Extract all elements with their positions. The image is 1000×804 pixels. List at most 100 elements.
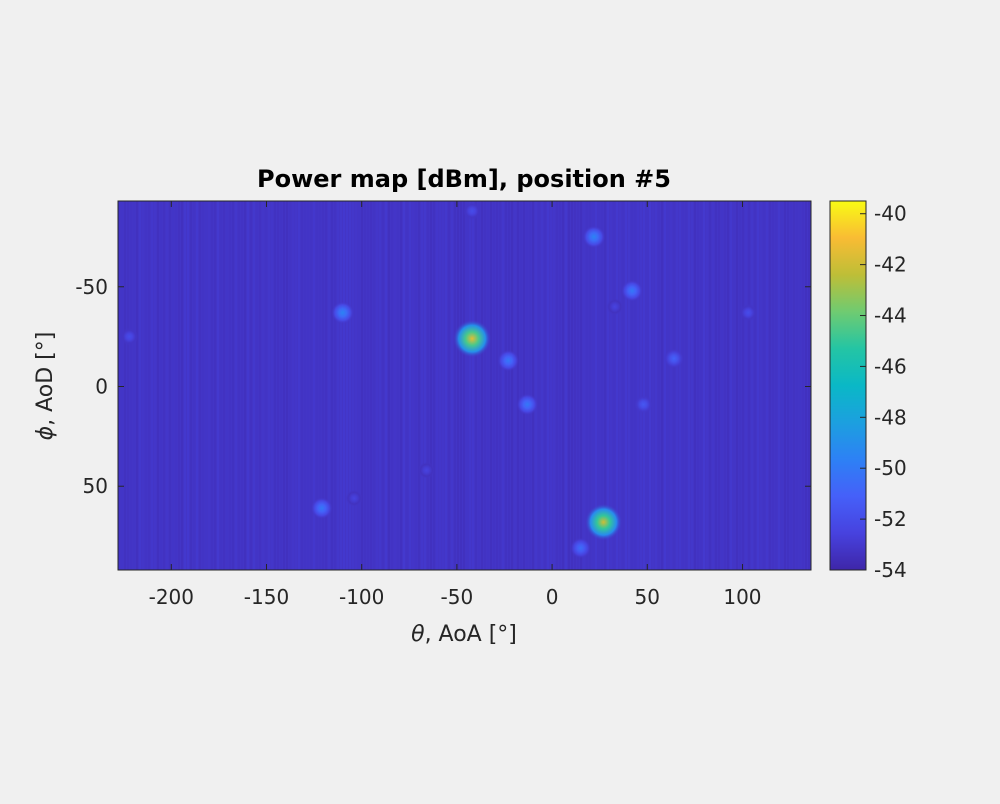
heatmap-texture-strip [406, 201, 408, 570]
heatmap-texture-strip [127, 201, 129, 570]
heatmap-texture-strip [319, 201, 321, 570]
plot-area [117, 200, 812, 571]
heatmap-texture-strip [640, 201, 642, 570]
heatmap-texture-strip [205, 201, 207, 570]
x-tick-label: 0 [546, 585, 559, 609]
heatmap-texture-strip [316, 201, 318, 570]
colorbar-tick-label: -44 [874, 304, 907, 328]
heatmap-texture-strip [610, 201, 612, 570]
heatmap-texture-strip [751, 201, 753, 570]
heatmap-peak [497, 349, 520, 372]
heatmap-texture-strip [202, 201, 204, 570]
heatmap-texture-strip [139, 201, 141, 570]
heatmap-texture-strip [247, 201, 249, 570]
heatmap-texture-strip [493, 201, 495, 570]
heatmap-texture-strip [223, 201, 225, 570]
heatmap-texture-strip [295, 201, 297, 570]
heatmap-texture-strip [565, 201, 567, 570]
y-axis-ticks: -50 0 50 [75, 275, 811, 498]
heatmap-texture-strip [403, 201, 405, 570]
heatmap-texture-strip [229, 201, 231, 570]
heatmap-texture-strip [331, 201, 333, 570]
heatmap-texture-strip [580, 201, 582, 570]
heatmap-texture-strip [310, 201, 312, 570]
heatmap-texture-strip [739, 201, 741, 570]
heatmap-texture-strip [562, 201, 564, 570]
heatmap-texture-strip [157, 201, 159, 570]
heatmap-texture-strip [241, 201, 243, 570]
heatmap-texture-strip [364, 201, 366, 570]
heatmap-texture-strip [370, 201, 372, 570]
heatmap-texture-strip [220, 201, 222, 570]
heatmap-texture-strip [391, 201, 393, 570]
heatmap-peak [310, 497, 333, 520]
heatmap-texture-strip [322, 201, 324, 570]
colorbar-tick-label: -48 [874, 405, 907, 429]
heatmap-texture-strip [793, 201, 795, 570]
heatmap-texture-strip [349, 201, 351, 570]
heatmap-texture-strip [697, 201, 699, 570]
heatmap-texture-strip [478, 201, 480, 570]
heatmap-texture-strip [718, 201, 720, 570]
heatmap-texture-strip [808, 201, 810, 570]
heatmap-texture-strip [805, 201, 807, 570]
heatmap-texture-strip [151, 201, 153, 570]
heatmap-texture-strip [232, 201, 234, 570]
heatmap-texture-strip [394, 201, 396, 570]
heatmap-texture-strip [334, 201, 336, 570]
heatmap-texture-strip [589, 201, 591, 570]
heatmap-texture-strip [172, 201, 174, 570]
heatmap-texture-strip [373, 201, 375, 570]
heatmap-texture-strip [475, 201, 477, 570]
heatmap-texture-strip [268, 201, 270, 570]
heatmap-texture-strip [652, 201, 654, 570]
heatmap-texture-strip [670, 201, 672, 570]
y-axis-title: ϕ, AoD [°] [33, 332, 58, 441]
heatmap-texture-strip [352, 201, 354, 570]
heatmap-texture-strip [445, 201, 447, 570]
heatmap-texture-strip [517, 201, 519, 570]
heatmap-texture-strip [343, 201, 345, 570]
heatmap-texture-strip [235, 201, 237, 570]
heatmap-texture-strip [196, 201, 198, 570]
heatmap-texture-strip [274, 201, 276, 570]
heatmap-peak [331, 301, 354, 325]
heatmap-texture-strip [175, 201, 177, 570]
heatmap-texture-strip [796, 201, 798, 570]
heatmap-texture-strip [262, 201, 264, 570]
heatmap-texture-strip [265, 201, 267, 570]
heatmap-texture-strip [667, 201, 669, 570]
heatmap-texture-strip [586, 201, 588, 570]
heatmap-texture-strip [625, 201, 627, 570]
heatmap-texture-strip [520, 201, 522, 570]
heatmap-texture-strip [661, 201, 663, 570]
colorbar-ticks: -40 -42 -44 -46 -48 -50 -52 -54 [860, 202, 907, 582]
heatmap-peak [417, 461, 435, 479]
heatmap-texture-strip [655, 201, 657, 570]
heatmap-texture-strip [217, 201, 219, 570]
heatmap-texture-strip [166, 201, 168, 570]
y-tick-label: 0 [95, 374, 108, 398]
heatmap-texture-strip [448, 201, 450, 570]
heatmap-texture-strip [313, 201, 315, 570]
heatmap-texture-strip [340, 201, 342, 570]
heatmap-texture-strip [679, 201, 681, 570]
x-tick-label: 50 [635, 585, 660, 609]
heatmap-texture-strip [757, 201, 759, 570]
heatmap-texture-strip [577, 201, 579, 570]
heatmap-peak [345, 489, 363, 507]
heatmap-texture-strip [538, 201, 540, 570]
heatmap-texture-strip [637, 201, 639, 570]
heatmap-texture-strip [643, 201, 645, 570]
heatmap-texture-strip [199, 201, 201, 570]
heatmap-image [118, 201, 811, 570]
heatmap-texture-strip [388, 201, 390, 570]
colorbar-tick-label: -40 [874, 202, 907, 226]
heatmap-texture-strip [148, 201, 150, 570]
heatmap-texture-strip [496, 201, 498, 570]
heatmap-texture-strip [727, 201, 729, 570]
heatmap-texture-strip [556, 201, 558, 570]
heatmap-texture-strip [466, 201, 468, 570]
heatmap-texture-strip [508, 201, 510, 570]
